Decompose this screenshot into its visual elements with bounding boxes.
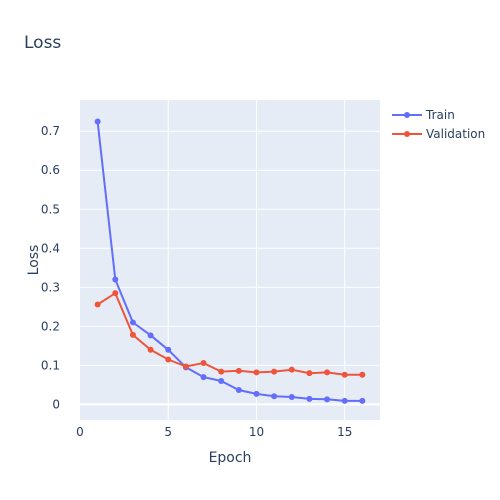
data-point-validation	[324, 369, 331, 376]
y-tick-label: 0.7	[41, 124, 60, 138]
data-point-validation	[271, 368, 278, 375]
data-point-validation	[112, 290, 119, 297]
legend-label: Validation	[426, 127, 485, 141]
plot-area	[80, 100, 380, 420]
data-point-train	[112, 276, 119, 283]
legend[interactable]: Train Validation	[392, 108, 485, 141]
data-point-train	[165, 346, 172, 353]
data-point-validation	[147, 346, 154, 353]
x-tick-label: 10	[249, 425, 264, 439]
data-point-validation	[94, 301, 101, 308]
y-tick-label: 0.6	[41, 163, 60, 177]
x-tick-label: 15	[337, 425, 352, 439]
y-tick-label: 0.4	[41, 241, 60, 255]
data-point-validation	[165, 356, 172, 363]
data-point-train	[94, 118, 101, 125]
series-lines	[96, 121, 363, 402]
data-point-train	[129, 319, 136, 326]
legend-item-validation[interactable]: Validation	[392, 127, 485, 141]
data-point-validation	[129, 331, 136, 338]
data-point-validation	[200, 360, 207, 367]
series-line-validation	[97, 291, 363, 376]
legend-item-train[interactable]: Train	[392, 108, 455, 122]
data-point-validation	[235, 367, 242, 374]
series-line-train	[96, 121, 363, 402]
data-point-train	[253, 390, 260, 397]
data-point-train	[218, 377, 225, 384]
data-point-validation	[253, 369, 260, 376]
y-tick-label: 0.3	[41, 280, 60, 294]
x-tick-label: 5	[164, 425, 172, 439]
data-point-validation	[182, 363, 189, 370]
data-point-train	[235, 386, 242, 393]
tick-labels: 0 0.1 0.2 0.3 0.4 0.5 0.6 0.7 0 5 10 15	[41, 124, 352, 439]
series-points	[94, 118, 366, 404]
y-tick-label: 0.2	[41, 319, 60, 333]
grid	[80, 100, 380, 420]
data-point-validation	[288, 366, 295, 373]
data-point-train	[147, 332, 154, 339]
chart-title: Loss	[24, 33, 62, 53]
data-point-train	[271, 393, 278, 400]
y-tick-label: 0.1	[41, 358, 60, 372]
legend-marker-swatch	[404, 131, 410, 137]
y-tick-label: 0	[52, 397, 60, 411]
data-point-validation	[306, 370, 313, 377]
data-point-train	[200, 374, 207, 381]
data-point-train	[359, 397, 366, 404]
data-point-train	[306, 395, 313, 402]
x-tick-label: 0	[76, 425, 84, 439]
data-point-validation	[341, 371, 348, 378]
legend-marker-swatch	[404, 112, 410, 118]
data-point-train	[324, 396, 331, 403]
y-tick-label: 0.5	[41, 202, 60, 216]
x-axis-title: Epoch	[209, 450, 252, 466]
data-point-train	[288, 393, 295, 400]
data-point-validation	[218, 368, 225, 375]
data-point-validation	[359, 371, 366, 378]
y-axis-title: Loss	[26, 245, 42, 276]
data-point-train	[341, 397, 348, 404]
legend-label: Train	[425, 108, 455, 122]
